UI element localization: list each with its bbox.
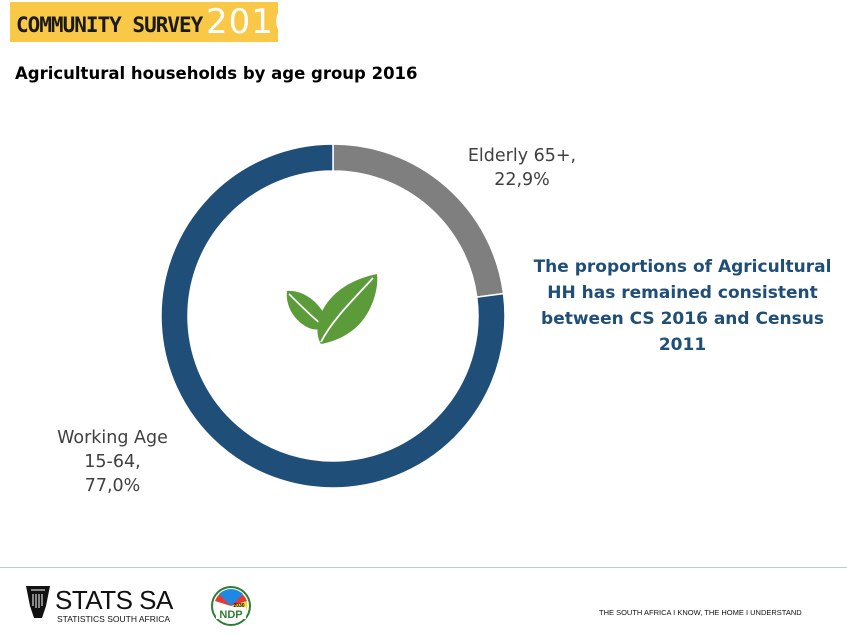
slice-label-elderly-line1: Elderly 65+, [467,146,577,166]
donut-slices [160,143,506,489]
callout-text: The proportions of Agricultural HH has r… [533,257,832,355]
slice-label-working-line2: 15-64, [84,452,141,472]
slice-label-working-line3: 77,0% [84,476,141,496]
survey-label: COMMUNITY SURVEY [16,13,203,37]
donut-chart [160,143,506,489]
ndp-label: NDP [219,609,242,621]
slice-label-working-age: Working Age 15-64, 77,0% [40,426,185,498]
stats-sa-logo-subtitle: STATISTICS SOUTH AFRICA [57,614,171,624]
slice-label-working-line1: Working Age [57,428,168,448]
slice-label-elderly: Elderly 65+, 22,9% [447,144,597,192]
footer-tagline: THE SOUTH AFRICA I KNOW, THE HOME I UNDE… [599,608,802,617]
survey-banner: COMMUNITY SURVEY 2016 [10,2,296,42]
donut-slice-1 [160,143,506,489]
survey-year: 2016 [206,2,297,42]
slice-label-elderly-line2: 22,9% [494,170,550,190]
stats-sa-logo-text: STATS SA [55,585,173,615]
chart-title: Agricultural households by age group 201… [15,64,418,83]
ndp-2030-logo: NDP 2030 [211,586,251,626]
ndp-year: 2030 [233,603,244,609]
footer-divider [0,567,847,568]
stats-sa-drum-icon [26,586,50,618]
leaf-icon [286,274,378,344]
